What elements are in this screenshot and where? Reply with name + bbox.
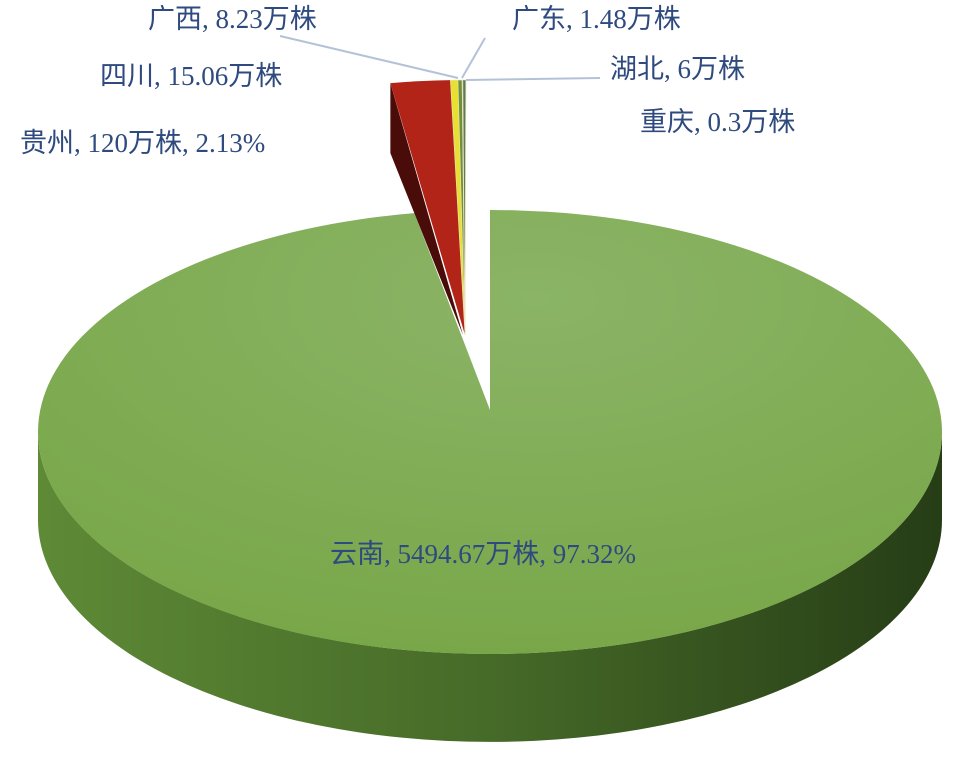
slice-side-云南 [38, 432, 942, 742]
slice-side-贵州 [390, 83, 463, 335]
data-label-四川: 四川, 15.06万株 [100, 61, 282, 91]
data-label-广西: 广西, 8.23万株 [148, 4, 317, 34]
data-label-云南: 云南, 5494.67万株, 97.32% [330, 539, 636, 569]
leader-line [465, 77, 601, 81]
data-label-广东: 广东, 1.48万株 [512, 4, 681, 34]
slice-云南 [37, 210, 942, 654]
leader-line [461, 37, 486, 79]
data-label-贵州: 贵州, 120万株, 2.13% [20, 128, 265, 158]
slice-重庆 [464, 79, 467, 336]
leader-line [279, 35, 459, 79]
slice-贵州 [390, 80, 465, 335]
data-label-湖北: 湖北, 6万株 [610, 54, 745, 84]
data-label-重庆: 重庆, 0.3万株 [640, 107, 795, 137]
